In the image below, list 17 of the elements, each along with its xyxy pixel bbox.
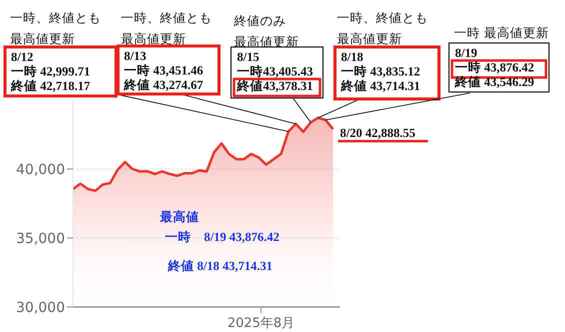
text: 8/19 一時 43,876.42 終値 43,546.29 — [454, 46, 534, 89]
text: 8/13 一時 43,451.46 終値 43,274.67 — [123, 49, 204, 92]
annotation: 一時 8/19 43,876.42 — [165, 230, 280, 244]
annotation: 8/20 42,888.55 — [340, 126, 416, 140]
text: 一時、終値とも最高値更新 — [121, 10, 212, 46]
annotation: 最高値 — [159, 209, 199, 224]
text: 一時、終値とも最高値更新 — [10, 10, 101, 46]
text: 2025年8月 — [227, 316, 295, 331]
text: 8/18 一時 43,835.12 終値 43,714.31 — [340, 50, 420, 93]
y-tick-label: 35,000 — [16, 230, 65, 247]
y-tick-label: 40,000 — [16, 162, 65, 178]
text: 8/15 一時43,405.43 終値43,378.31 — [236, 50, 313, 93]
y-tick-label: 30,000 — [16, 300, 65, 316]
text: 一時 最高値更新 — [454, 25, 549, 40]
text: 一時、終値とも最高値更新 — [337, 10, 428, 46]
annotation: 終値 8/18 43,714.31 — [167, 259, 272, 273]
text: 8/12 一時 42,999.71 終値 42,718.17 — [10, 50, 90, 93]
